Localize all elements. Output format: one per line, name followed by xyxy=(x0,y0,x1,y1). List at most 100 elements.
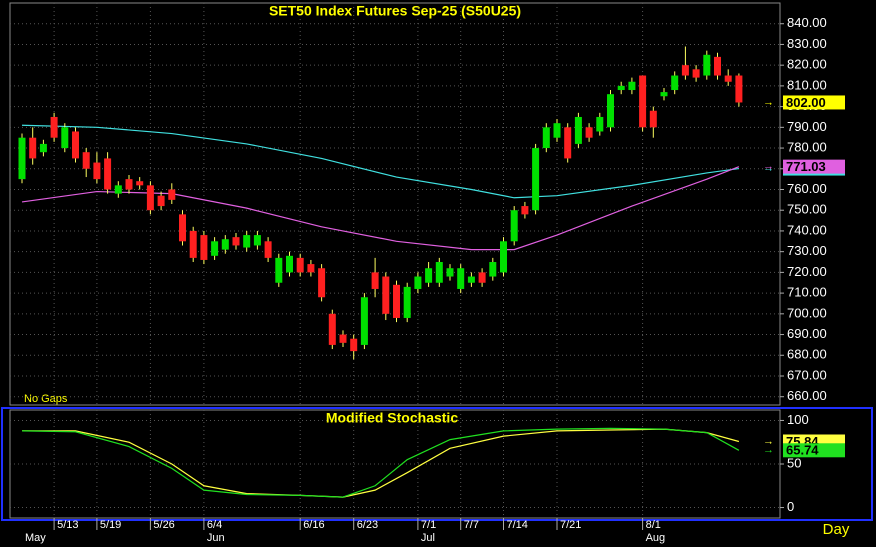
candle-body xyxy=(692,69,700,78)
y-tick-label: 710.00 xyxy=(787,285,827,300)
x-tick-label: 6/23 xyxy=(357,519,378,531)
candle-body xyxy=(18,137,26,180)
candle-body xyxy=(264,241,272,258)
y-tick-label: 680.00 xyxy=(787,347,827,362)
candle-body xyxy=(425,268,433,283)
y-tick-label: 720.00 xyxy=(787,264,827,279)
chart-title: SET50 Index Futures Sep-25 (S50U25) xyxy=(269,3,521,19)
candle-body xyxy=(360,297,368,345)
candle-body xyxy=(724,75,732,82)
x-tick-label: 6/4 xyxy=(207,519,222,531)
value-label: 771.03 xyxy=(786,159,826,174)
candle-body xyxy=(500,241,507,273)
candle-body xyxy=(318,268,326,298)
candle-body xyxy=(639,75,647,128)
candle-body xyxy=(328,313,336,345)
candle-body xyxy=(660,92,668,97)
candle-body xyxy=(510,210,518,242)
y-tick-label: 790.00 xyxy=(787,119,827,134)
candle-body xyxy=(553,123,561,138)
candle-body xyxy=(189,230,197,258)
candle-body xyxy=(221,239,229,250)
x-tick-label: 7/1 xyxy=(421,519,436,531)
candle-body xyxy=(72,131,79,159)
candle-body xyxy=(339,334,347,343)
candle-body xyxy=(393,284,400,318)
y-tick-label: 780.00 xyxy=(787,139,827,154)
value-label-box xyxy=(783,443,845,458)
lower-title: Modified Stochastic xyxy=(326,410,458,426)
month-label: Jun xyxy=(207,532,225,544)
y-tick-label: 740.00 xyxy=(787,222,827,237)
candle-body xyxy=(29,137,37,159)
candle-body xyxy=(232,237,240,246)
month-label: Jul xyxy=(421,532,435,544)
candle-body xyxy=(125,179,133,190)
candle-body xyxy=(564,127,572,159)
candle-body xyxy=(596,116,604,132)
candle-body xyxy=(703,54,711,76)
x-tick-label: 7/7 xyxy=(464,519,479,531)
candle-body xyxy=(585,127,593,138)
candle-body xyxy=(168,189,176,200)
x-tick-label: 5/19 xyxy=(100,519,121,531)
value-label-box xyxy=(783,95,845,110)
x-tick-label: 8/1 xyxy=(646,519,661,531)
month-label: Aug xyxy=(646,532,666,544)
value-arrow: → xyxy=(763,161,774,173)
candle-body xyxy=(371,272,379,289)
candle-body xyxy=(82,152,90,169)
x-tick-label: 6/16 xyxy=(303,519,324,531)
candle-body xyxy=(243,235,251,248)
candle-body xyxy=(735,75,743,103)
candle-body xyxy=(61,127,69,149)
month-label: May xyxy=(25,532,46,544)
lower-panel-frame xyxy=(1,407,873,521)
y-tick-label: 760.00 xyxy=(787,181,827,196)
candle-body xyxy=(681,65,689,76)
candle-body xyxy=(521,206,529,215)
y-tick-label: 690.00 xyxy=(787,326,827,341)
note: No Gaps xyxy=(24,393,68,405)
candle-body xyxy=(478,272,486,283)
candle-body xyxy=(104,158,112,190)
candle-body xyxy=(435,262,443,283)
y-tick-label: 660.00 xyxy=(787,388,827,403)
y-tick-label: 750.00 xyxy=(787,202,827,217)
candle-body xyxy=(403,286,411,318)
candle-body xyxy=(93,162,101,180)
line-series xyxy=(21,427,740,498)
candle-body xyxy=(467,276,475,283)
candle-body xyxy=(382,276,390,314)
candle-body xyxy=(286,255,293,273)
candle-body xyxy=(136,181,144,186)
candle-body xyxy=(146,185,154,211)
candle-body xyxy=(114,185,122,194)
candle-body xyxy=(179,214,186,242)
value-label-box xyxy=(783,159,845,174)
y-tick-label: 50 xyxy=(787,455,801,470)
candle-body xyxy=(489,262,497,277)
candle-body xyxy=(296,257,304,273)
candle-body xyxy=(542,127,550,149)
candle-body xyxy=(617,85,625,91)
line-series xyxy=(22,428,740,498)
candle-body xyxy=(157,195,165,207)
y-tick-label: 820.00 xyxy=(787,57,827,72)
y-tick-label: 670.00 xyxy=(787,367,827,382)
x-tick-label: 5/13 xyxy=(57,519,78,531)
candle-body xyxy=(39,143,47,153)
y-tick-label: 840.00 xyxy=(787,15,827,30)
candle-body xyxy=(457,268,465,289)
main-panel xyxy=(9,2,781,406)
candle-body xyxy=(649,110,657,128)
candle-body xyxy=(532,148,540,211)
candle-body xyxy=(414,276,422,289)
y-tick-label: 0 xyxy=(787,499,794,514)
candle-body xyxy=(275,257,283,283)
value-label: 802.00 xyxy=(786,95,826,110)
candle-body xyxy=(628,81,636,91)
candle-body xyxy=(350,338,358,352)
